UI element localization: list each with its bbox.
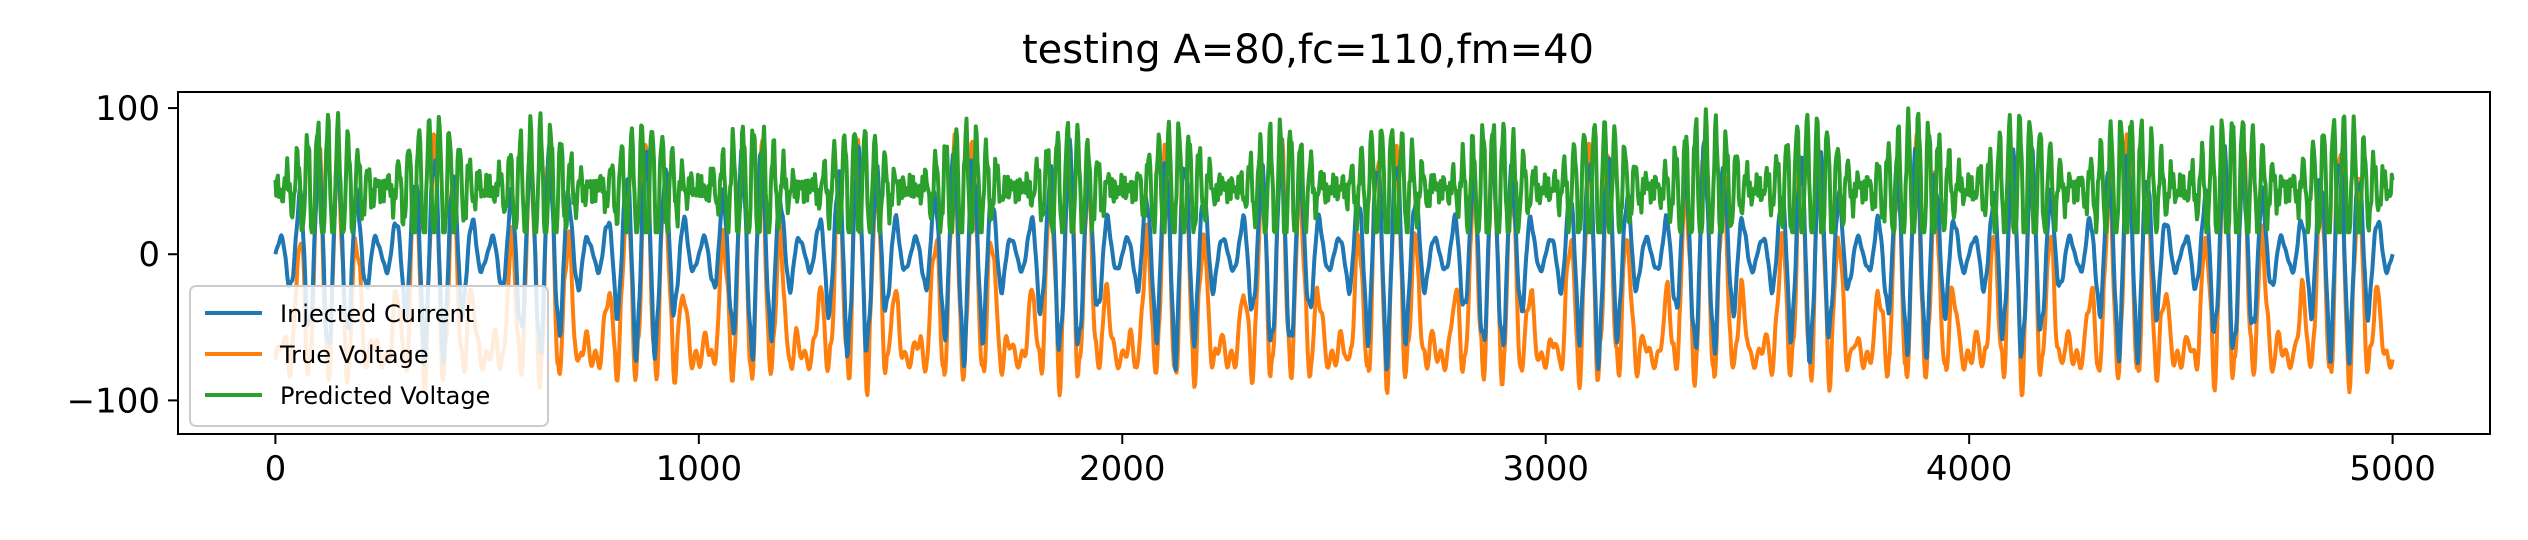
x-tick-label: 1000 [656, 449, 743, 489]
legend: Injected Current True Voltage Predicted … [189, 285, 549, 427]
x-tick-label: 3000 [1502, 449, 1589, 489]
x-tick-label: 0 [265, 449, 287, 489]
legend-box [189, 285, 549, 427]
y-tick-label: −100 [67, 381, 160, 421]
x-tick-label: 5000 [2349, 449, 2436, 489]
y-tick-label: 100 [95, 89, 160, 129]
y-tick-label: 0 [138, 235, 160, 275]
series-layer [273, 106, 2395, 398]
legend-label-predicted-voltage: Predicted Voltage [280, 382, 490, 410]
x-tick-label: 4000 [1926, 449, 2013, 489]
x-tick-label: 2000 [1079, 449, 1166, 489]
legend-label-true-voltage: True Voltage [279, 341, 429, 369]
legend-label-injected-current: Injected Current [280, 300, 474, 328]
plot-frame [177, 91, 2491, 435]
chart-title: testing A=80,fc=110,fm=40 [1022, 27, 1594, 73]
series-predicted-voltage [273, 106, 2395, 235]
